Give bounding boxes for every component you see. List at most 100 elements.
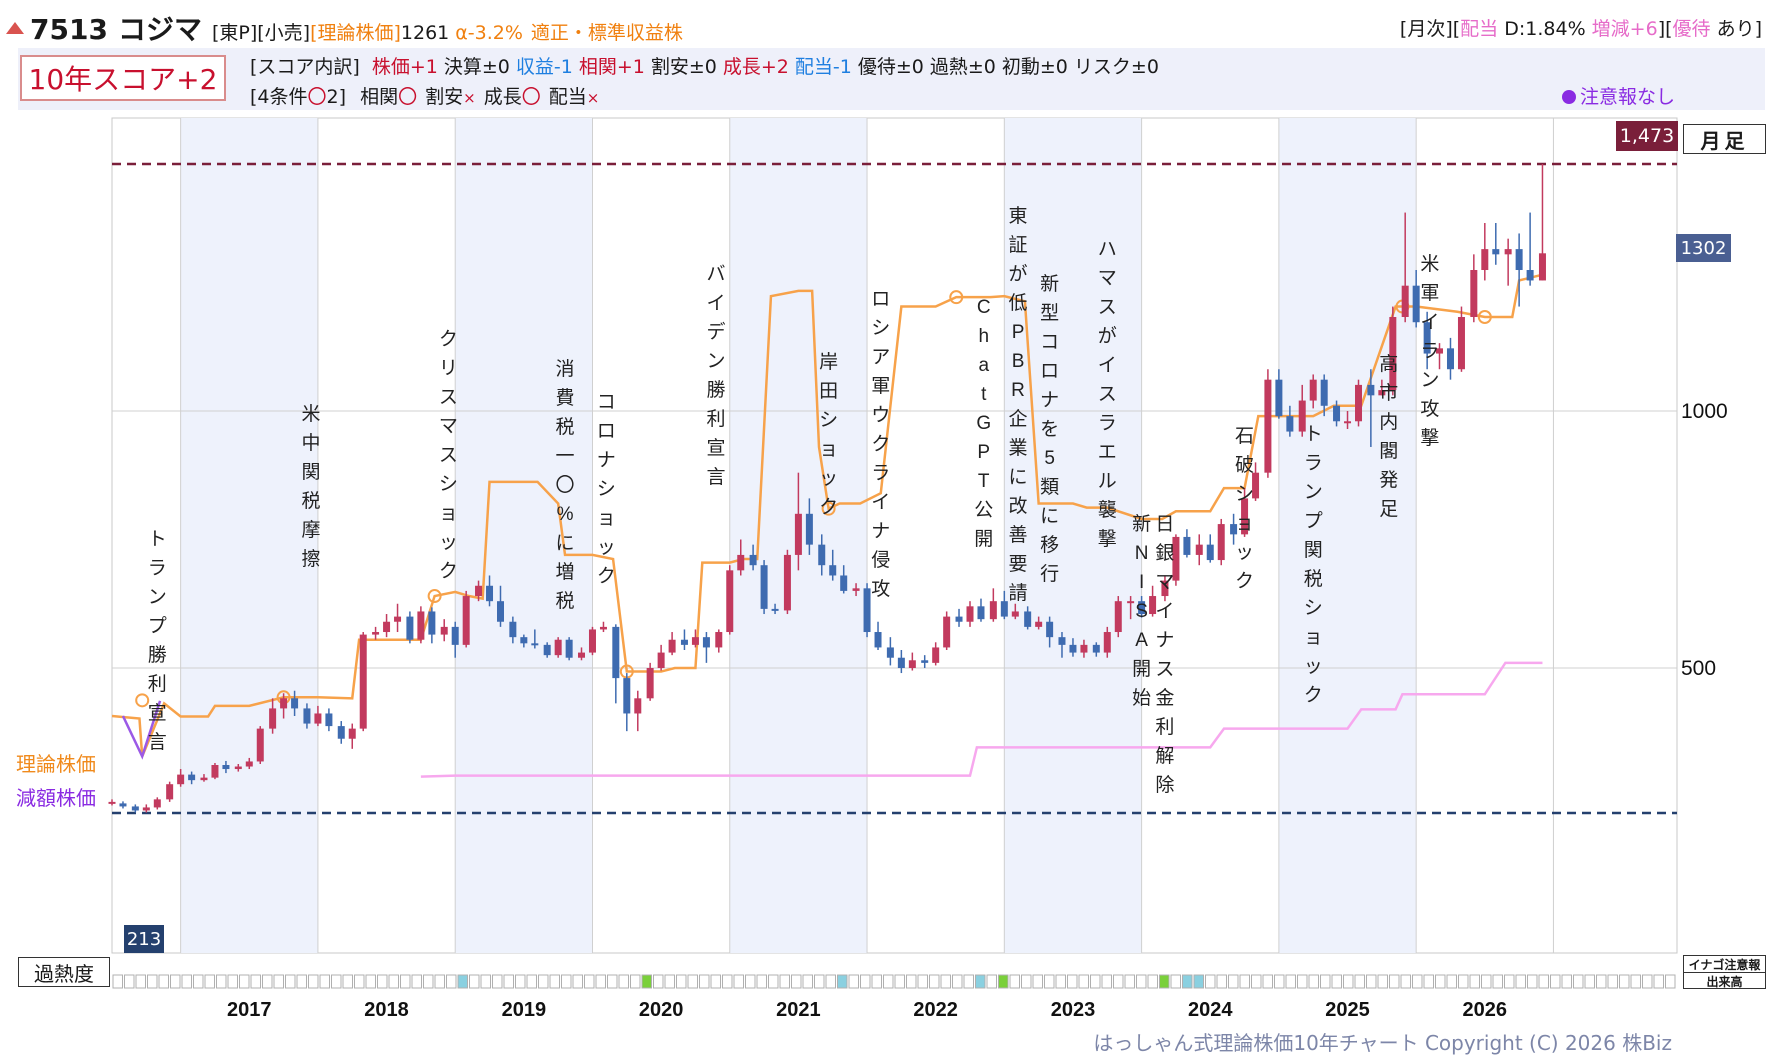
dividend-label: 配当: [1460, 18, 1499, 40]
candle-body-113: [1401, 285, 1409, 318]
heat-cell-54: [733, 974, 744, 989]
event-label-4: コロナショック: [597, 392, 616, 587]
candle-body-3: [142, 807, 150, 811]
heat-cell-6: [181, 974, 192, 989]
candle-body-84: [1069, 644, 1077, 653]
alert-dot-icon: [1561, 90, 1576, 104]
event-label-10: 新型コロナを 5 類に移行: [1040, 273, 1059, 585]
candle-body-53: [715, 632, 723, 648]
event-label-1: 米中関税摩擦: [302, 403, 321, 570]
heat-cell-78: [1009, 974, 1020, 989]
heat-cell-91: [1159, 974, 1170, 989]
heat-cell-67: [883, 974, 894, 989]
heat-cell-109: [1366, 974, 1377, 989]
heat-cell-13: [262, 974, 273, 989]
mid-bracket: ][: [1657, 18, 1673, 40]
candle-body-11: [234, 766, 242, 770]
heat-cell-16: [296, 974, 307, 989]
heat-cell-111: [1389, 974, 1400, 989]
candle-body-13: [256, 728, 264, 762]
heat-cell-25: [400, 974, 411, 989]
heat-cell-63: [837, 974, 848, 989]
heat-cell-113: [1412, 974, 1423, 989]
candle-body-73: [943, 616, 951, 648]
heat-cell-98: [1239, 974, 1250, 989]
score-item-5: 成長+2: [722, 56, 789, 78]
heat-cell-88: [1124, 974, 1135, 989]
score-item-10: リスク±0: [1073, 56, 1159, 78]
candle-body-7: [188, 774, 196, 781]
event-label-14: 石破ショック: [1235, 426, 1254, 592]
heat-cell-97: [1228, 974, 1239, 989]
reduced-price-line: [420, 661, 1543, 778]
event-label-17: 米軍イラン攻撃: [1420, 253, 1439, 449]
inago-label: イナゴ注意報: [1684, 956, 1765, 973]
candle-body-41: [578, 652, 585, 658]
event-label-15: トランプ関税ショック: [1304, 424, 1323, 706]
event-label-16: 高市内閣発足: [1379, 353, 1398, 520]
x-tick-label-2024: 2024: [1188, 999, 1233, 1021]
heat-cell-23: [377, 974, 388, 989]
heat-cell-104: [1308, 974, 1319, 989]
heat-cell-132: [1630, 974, 1641, 989]
candle-body-97: [1217, 524, 1225, 561]
heat-cell-19: [331, 974, 342, 989]
candle-body-75: [966, 606, 974, 622]
candle-body-27: [417, 611, 425, 640]
heat-cell-28: [434, 974, 445, 989]
heat-cell-59: [791, 974, 802, 989]
candle-body-57: [760, 565, 768, 609]
heat-cell-3: [147, 974, 158, 989]
current-price-tag: 1302: [1676, 234, 1731, 262]
four-conditions: [4条件〇2] 相関〇 割安× 成長〇 配当×: [250, 82, 599, 109]
alpha-value: α-3.2%: [455, 22, 523, 44]
candle-body-102: [1275, 379, 1283, 417]
heat-cell-116: [1446, 974, 1457, 989]
candle-body-119: [1470, 270, 1478, 318]
heat-cell-53: [722, 974, 733, 989]
candle-body-100: [1252, 472, 1260, 499]
benefit-label: 優待: [1672, 18, 1711, 40]
score-panel: 10年スコア+2 [スコア内訳] 株価+1 決算±0 収益-1 相関+1 割安±0 成長+…: [18, 48, 1765, 110]
condition-name-0: 相関: [360, 86, 399, 108]
candle-body-78: [1000, 601, 1008, 617]
candle-body-58: [771, 608, 779, 611]
conditions-count: 2]: [326, 86, 347, 108]
heat-label: 過熱度: [18, 957, 110, 987]
heat-cell-48: [664, 974, 675, 989]
y-tick-label-1000: 1000: [1681, 400, 1728, 423]
heat-cell-130: [1607, 974, 1618, 989]
conditions-label: [4条件: [250, 86, 308, 108]
low-price-tag: 213: [124, 925, 164, 953]
candle-body-49: [668, 639, 676, 653]
condition-mark-1: ×: [463, 89, 476, 107]
candle-body-40: [565, 639, 573, 658]
heat-cell-34: [503, 974, 514, 989]
heat-cell-82: [1055, 974, 1066, 989]
event-label-5: バイデン勝利宣言: [707, 264, 726, 488]
candle-body-25: [394, 616, 402, 622]
candle-body-44: [612, 626, 620, 679]
year-band-2025: [1278, 118, 1417, 953]
candle-body-29: [440, 626, 448, 635]
benefit-value: あり]: [1716, 18, 1762, 40]
heat-cell-29: [446, 974, 457, 989]
candle-body-76: [977, 606, 985, 620]
event-label-7: ロシア軍ウクライナ侵攻: [871, 289, 890, 600]
heat-cell-124: [1538, 974, 1549, 989]
alert-status: 注意報なし: [1561, 82, 1675, 109]
heat-cell-64: [848, 974, 859, 989]
heat-cell-122: [1515, 974, 1526, 989]
heat-cell-119: [1481, 974, 1492, 989]
heat-cell-26: [411, 974, 422, 989]
heat-cell-102: [1285, 974, 1296, 989]
candle-body-124: [1526, 270, 1534, 281]
candle-body-70: [908, 660, 916, 668]
candle-body-112: [1389, 317, 1397, 391]
heat-cell-72: [940, 974, 951, 989]
condition-name-1: 割安: [425, 86, 464, 108]
candle-body-109: [1355, 384, 1363, 422]
heat-cell-17: [308, 974, 319, 989]
candle-body-56: [749, 554, 757, 566]
